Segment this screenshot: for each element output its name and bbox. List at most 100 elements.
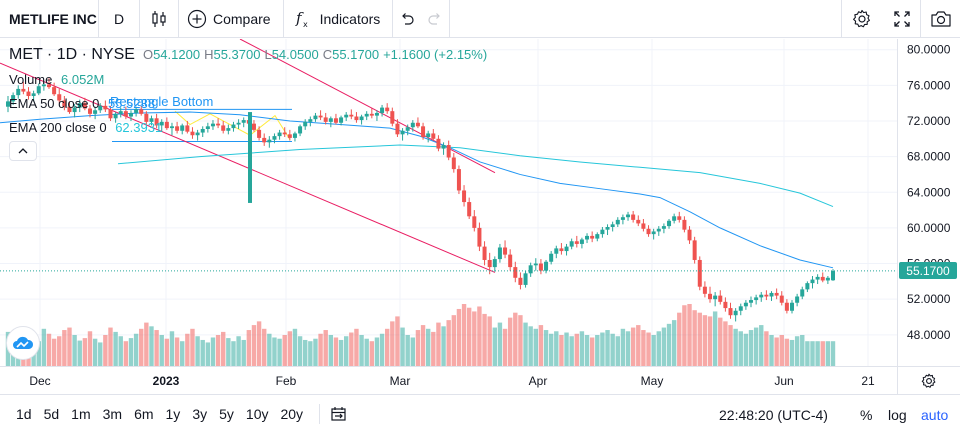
legend-main-row: MET · 1D · NYSE O 54.1200 H 55.3700 L 54.05… [9,46,491,64]
undo-button[interactable] [393,0,421,38]
volume-bar [641,330,646,366]
cloud-logo-icon [13,336,34,349]
candle-body [713,295,718,300]
volume-bar [810,341,815,366]
volume-bar [277,338,282,366]
candle-body [733,310,738,316]
symbol-search[interactable]: METLIFE INC [9,10,97,27]
volume-bar [595,335,600,366]
volume-bar [661,327,667,366]
range-button-1y[interactable]: 1y [165,406,181,422]
timezone-clock[interactable]: 22:48:20 (UTC-4) [719,406,828,423]
range-button-3m[interactable]: 3m [102,406,123,422]
candle-body [615,219,620,225]
price-chart[interactable] [0,39,897,366]
volume-bar [108,327,113,366]
legend-collapse-button[interactable] [9,141,37,161]
volume-bar [723,321,728,366]
percent-scale-toggle[interactable]: % [860,406,873,423]
candle-body [77,103,82,108]
volume-bar [139,328,144,366]
range-button-3y[interactable]: 3y [192,406,208,422]
legend-ema50-label: EMA 50 close 0 [9,96,100,111]
candle-body [508,254,513,268]
legend-close-value: 55.1700 [332,47,380,62]
candle-body [431,133,436,139]
candle-body [175,126,180,131]
range-button-1d[interactable]: 1d [16,406,32,422]
candle-body [805,283,810,290]
candle-body [769,292,774,297]
volume-bar [707,316,713,366]
svg-text:f: f [295,9,304,27]
volume-bar [195,336,200,366]
volume-bar [98,342,103,366]
candle-body [380,107,385,113]
volume-bar [559,335,564,366]
price-axis[interactable]: 80.0000 76.0000 72.0000 68.0000 64.0000 60.00… [897,39,960,366]
log-scale-toggle[interactable]: log [888,406,907,423]
price-tick-label: 68.0000 [907,150,951,164]
fullscreen-button[interactable] [883,0,921,38]
candle-body [692,240,697,260]
volume-bar [190,328,195,366]
pattern-label[interactable]: Rectangle Bottom [110,94,214,109]
volume-bar [702,315,708,366]
time-axis[interactable]: Dec 2023 Feb Mar Apr May Jun 21 [0,366,897,394]
volume-bar [338,339,344,366]
axis-settings-button[interactable] [897,366,960,394]
volume-bar [441,326,446,366]
candle-body [661,226,666,229]
legend-change-value: +1.1600 (+2.15%) [383,47,488,62]
volume-bar [205,342,211,366]
range-button-5y[interactable]: 5y [219,406,234,422]
chart-type-button[interactable] [140,0,178,38]
goto-date-button[interactable] [330,395,348,433]
volume-bar [523,322,528,366]
range-button-20y[interactable]: 20y [280,406,304,422]
candle-body [656,228,661,232]
candle-body [16,88,21,96]
auto-scale-toggle[interactable]: auto [921,406,949,423]
volume-bar [759,325,764,366]
candle-body [451,157,456,170]
candle-body [795,296,800,303]
candle-body [272,136,277,140]
settings-button[interactable] [843,0,881,38]
tradingview-logo[interactable] [6,326,40,360]
candle-body [820,276,825,281]
volume-bar [359,335,364,366]
candle-body [52,87,57,95]
toolbar-divider [920,0,921,38]
range-button-1m[interactable]: 1m [71,406,91,422]
legend-ema200-row[interactable]: EMA 200 close 0 62.3931 [9,120,162,135]
legend-symbol-title[interactable]: MET · 1D · NYSE [9,46,135,63]
candle-body [210,123,215,127]
interval-selector[interactable]: D [113,10,125,27]
legend-volume-row[interactable]: Volume 6.052M [9,72,104,87]
candle-body [697,259,702,287]
legend-open-value: 54.1200 [153,47,201,62]
chart-type-candles-icon [152,10,166,27]
volume-bar [149,326,154,366]
volume-bar [133,333,139,366]
redo-button[interactable] [421,0,449,38]
volume-bar [226,338,231,366]
candle-body [626,214,631,218]
volume-bar [292,328,298,366]
candle-body [154,118,159,126]
calendar-range-icon [331,407,346,421]
volume-bar [221,331,226,366]
volume-bar [36,341,41,366]
volume-bar [687,304,692,366]
snapshot-button[interactable] [922,0,960,38]
range-button-6m[interactable]: 6m [134,406,154,422]
volume-bar [764,331,769,366]
compare-button[interactable]: Compare [179,0,283,38]
volume-bar [784,338,790,366]
candle-body [195,132,200,136]
range-button-5d[interactable]: 5d [43,406,60,422]
range-button-10y[interactable]: 10y [245,406,269,422]
legend-ema50-row[interactable]: EMA 50 close 0 55.5238 [9,96,155,111]
